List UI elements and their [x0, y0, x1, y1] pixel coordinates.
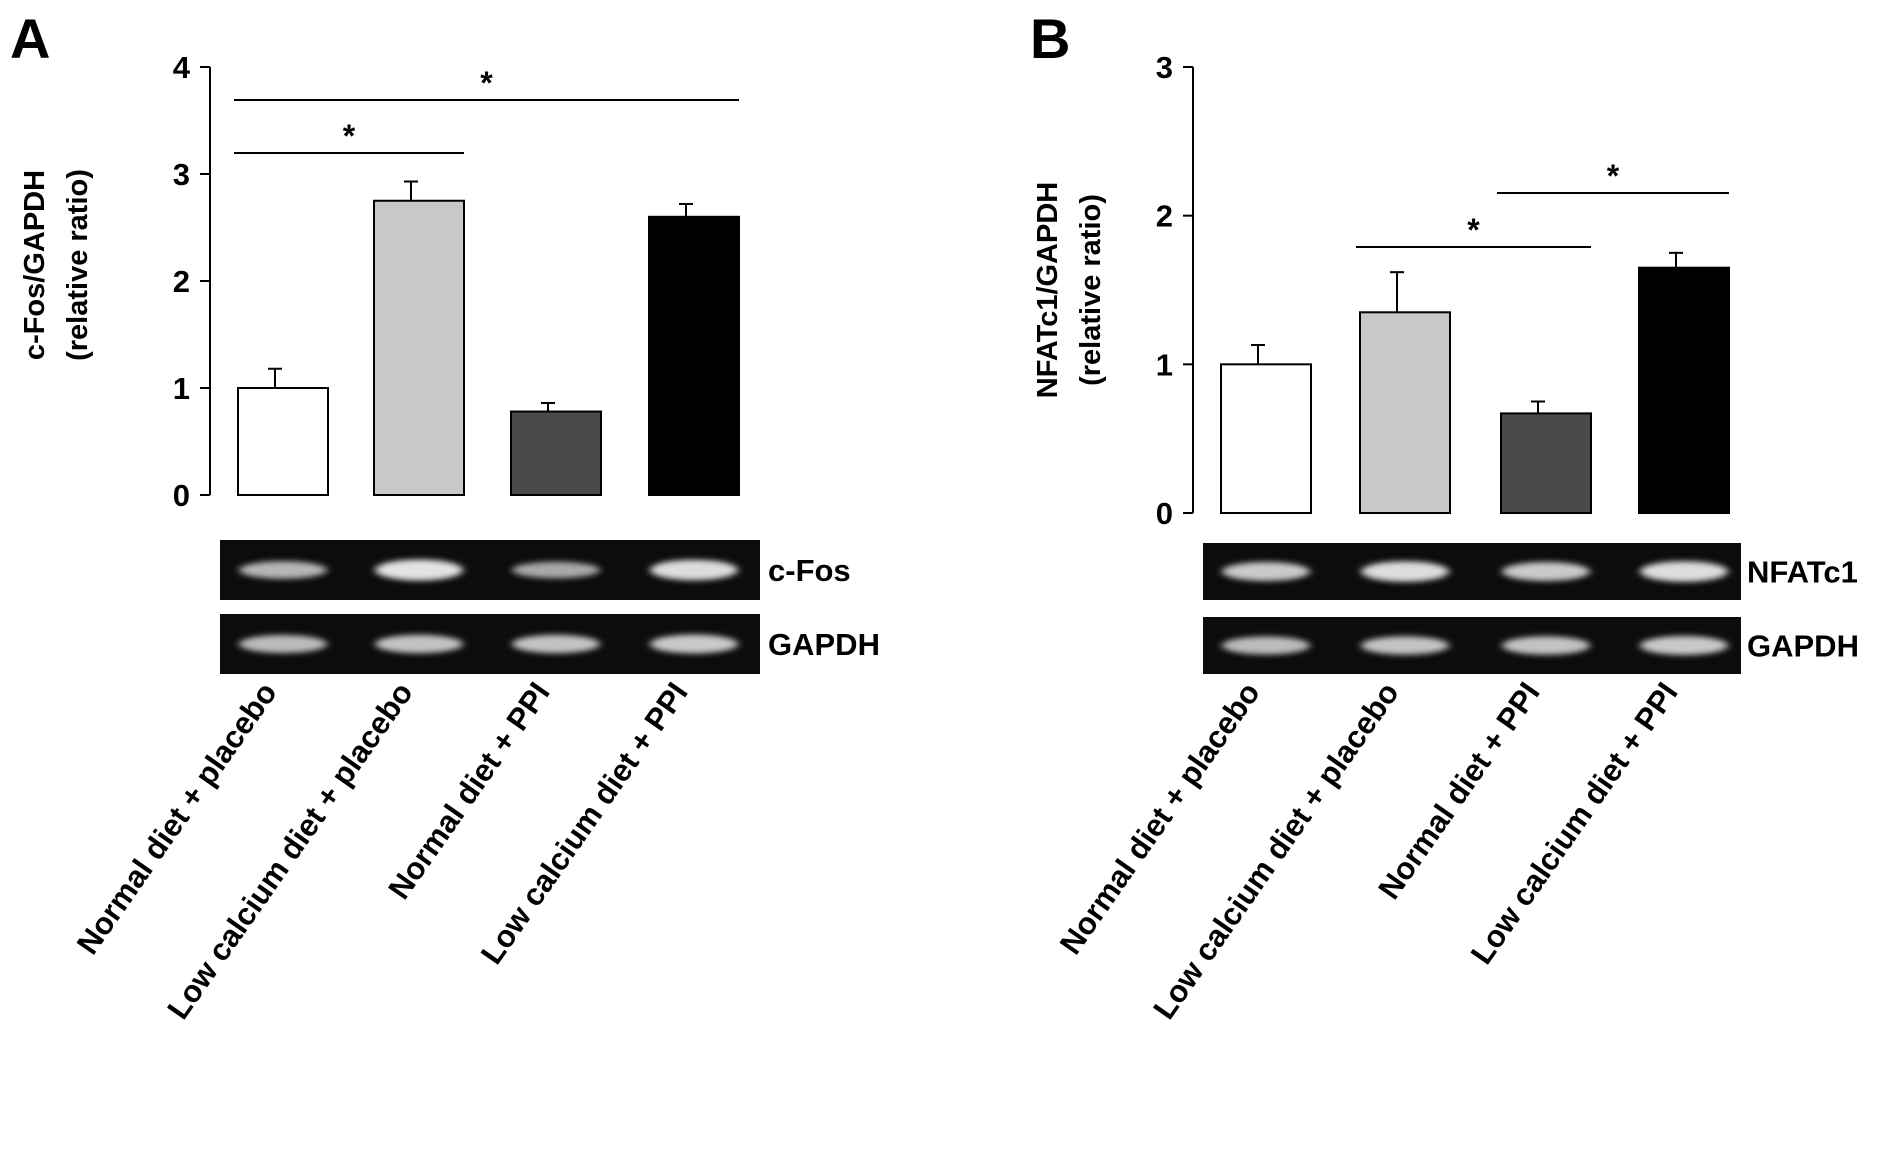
- blot-band: [1222, 562, 1310, 581]
- y-tick-label: 3: [173, 157, 190, 192]
- y-tick-label: 0: [173, 478, 190, 513]
- bar: [373, 199, 465, 496]
- y-axis-label: c-Fos/GAPDH: [19, 170, 51, 360]
- blot-band: [650, 559, 738, 581]
- x-category-label: Low calcium diet + placebo: [1146, 676, 1405, 1026]
- significance-marker: *: [1607, 158, 1620, 194]
- blot-band: [512, 561, 600, 579]
- panel-b: B NFATc1/GAPDH (relative ratio) 0 1 2 3 * * NF…: [1030, 7, 1859, 1026]
- panel-a: A c-Fos/GAPDH (relative ratio) 0 1 2 3 4 * * c-…: [10, 7, 880, 1026]
- significance-marker: *: [343, 118, 356, 154]
- y-axis-label: (relative ratio): [62, 169, 94, 361]
- bar: [1220, 363, 1312, 515]
- blot-band: [512, 634, 600, 654]
- bar: [1638, 266, 1730, 515]
- blot-band: [1502, 562, 1590, 581]
- blot-band: [375, 634, 463, 654]
- y-tick-label: 0: [1156, 496, 1173, 531]
- blot-label: GAPDH: [1747, 629, 1859, 664]
- bar: [1500, 412, 1592, 515]
- blot-label: GAPDH: [768, 627, 880, 662]
- bar: [648, 215, 740, 497]
- x-category-label: Low calcium diet + placebo: [160, 676, 419, 1026]
- blot-label: NFATc1: [1747, 555, 1858, 590]
- bar: [1359, 311, 1451, 514]
- bar: [237, 387, 329, 496]
- panel-label: B: [1030, 7, 1070, 70]
- blot-band: [1361, 636, 1449, 655]
- significance-marker: *: [480, 65, 493, 101]
- y-tick-label: 2: [1156, 199, 1173, 234]
- bar: [510, 410, 602, 497]
- significance-marker: *: [1467, 212, 1480, 248]
- blot-band: [239, 561, 327, 579]
- panel-label: A: [10, 7, 50, 70]
- blot-band: [650, 634, 738, 654]
- y-axis-label: NFATc1/GAPDH: [1032, 182, 1064, 398]
- blot-band: [375, 559, 463, 581]
- y-tick-label: 1: [173, 371, 190, 406]
- blot-band: [1222, 636, 1310, 655]
- y-tick-label: 2: [173, 264, 190, 299]
- blot-band: [1640, 636, 1728, 655]
- y-tick-label: 3: [1156, 50, 1173, 85]
- y-axis-label: (relative ratio): [1075, 194, 1107, 386]
- blot-band: [1361, 561, 1449, 582]
- blot-band: [1502, 636, 1590, 655]
- blot-band: [239, 635, 327, 653]
- blot-band: [1640, 561, 1728, 582]
- y-tick-label: 1: [1156, 347, 1173, 382]
- y-tick-label: 4: [173, 50, 191, 85]
- blot-label: c-Fos: [768, 553, 851, 588]
